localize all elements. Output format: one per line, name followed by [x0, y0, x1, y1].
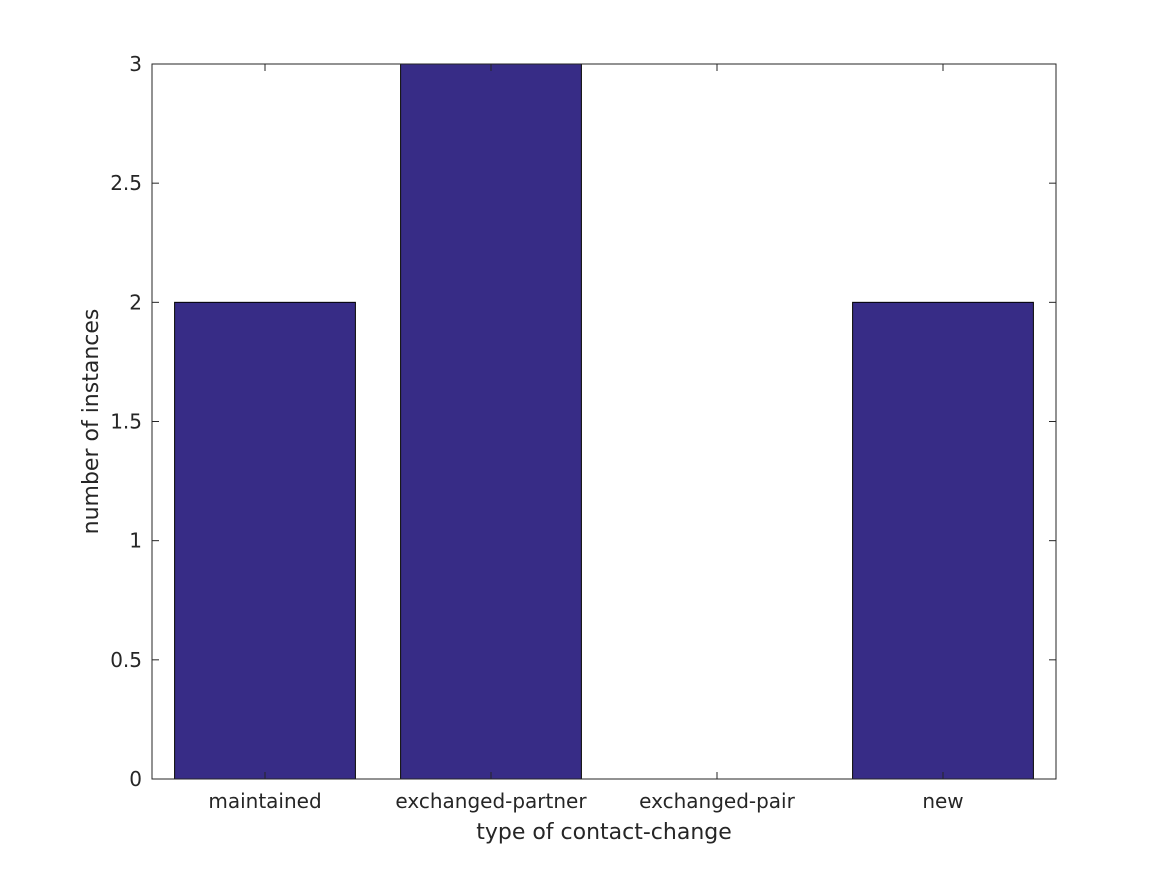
bar-exchanged-partner	[400, 63, 582, 780]
y-tick-label: 0.5	[110, 648, 142, 672]
bar-new	[852, 301, 1034, 780]
y-tick-label: 2	[129, 290, 142, 314]
y-tick-label: 0	[129, 767, 142, 791]
bars-group	[174, 63, 1034, 780]
x-axis-label: type of contact-change	[476, 820, 732, 845]
y-tick-label: 3	[129, 52, 142, 76]
x-tick-label: exchanged-pair	[639, 789, 795, 813]
y-axis-ticks: 0 0.5 1 1.5 2 2.5 3	[110, 52, 1056, 791]
x-axis-ticks: maintained exchanged-partner exchanged-pai…	[208, 64, 964, 813]
y-tick-label: 1	[129, 529, 142, 553]
plot-frame	[151, 63, 1057, 780]
x-tick-label: new	[922, 789, 963, 813]
y-axis-label: number of instances	[79, 309, 104, 535]
y-tick-label: 2.5	[110, 171, 142, 195]
x-tick-label: exchanged-partner	[395, 789, 587, 813]
bar-maintained	[174, 301, 356, 780]
y-tick-label: 1.5	[110, 410, 142, 434]
x-tick-label: maintained	[208, 789, 321, 813]
